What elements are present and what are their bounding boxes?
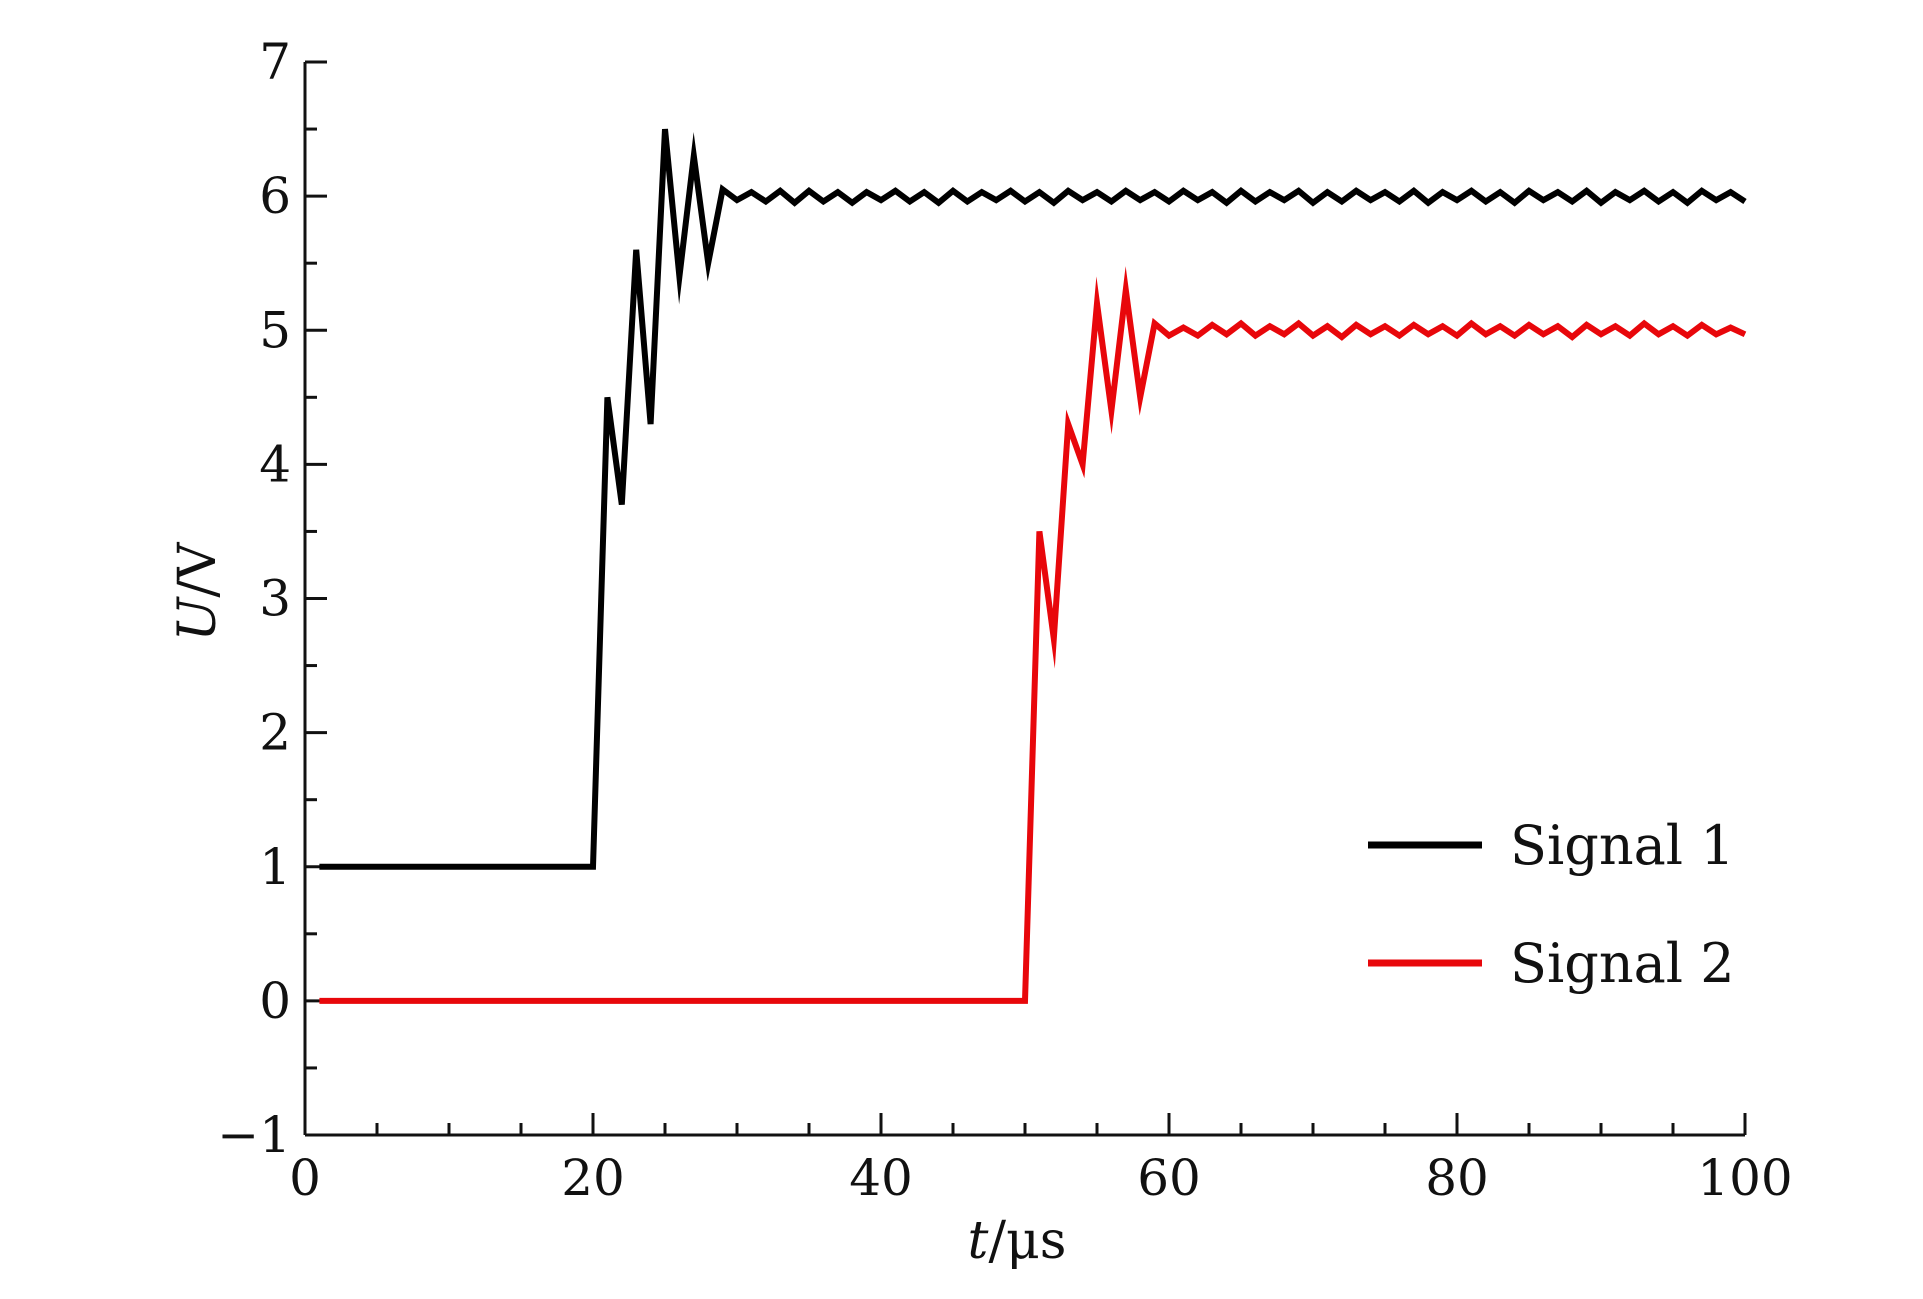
y-tick-label: 7 (259, 33, 291, 91)
y-tick-label: 3 (259, 570, 291, 628)
x-axis-title: t/μs (968, 1211, 1067, 1271)
legend-label-signal-1: Signal 1 (1510, 814, 1735, 877)
x-tick-label: 20 (561, 1149, 625, 1207)
y-tick-label: −1 (217, 1106, 291, 1164)
y-ticks: −1 0 1 2 3 4 5 6 7 (217, 33, 327, 1164)
x-tick-label: 80 (1425, 1149, 1489, 1207)
y-tick-label: 1 (259, 838, 291, 896)
x-tick-label: 0 (289, 1149, 321, 1207)
y-tick-label: 0 (259, 972, 291, 1030)
series-line-2 (319, 266, 1747, 1004)
y-tick-label: 4 (259, 435, 291, 493)
y-axis-title: U/V (168, 541, 228, 641)
x-axis-title-var: t (968, 1211, 989, 1271)
y-axis-title-unit: /V (168, 541, 228, 598)
x-axis-title-unit: /μs (988, 1211, 1066, 1271)
legend: Signal 1 Signal 2 (1368, 814, 1735, 995)
x-tick-label: 100 (1697, 1149, 1792, 1207)
series-layer (319, 128, 1747, 1004)
x-tick-label: 40 (849, 1149, 913, 1207)
x-ticks: 0 20 40 60 80 100 (289, 1113, 1793, 1207)
y-tick-label: 2 (259, 704, 291, 762)
y-tick-label: 6 (259, 167, 291, 225)
y-axis-title-var: U (168, 595, 228, 641)
y-tick-label: 5 (259, 301, 291, 359)
series-line-1 (319, 128, 1747, 870)
x-tick-label: 60 (1137, 1149, 1201, 1207)
legend-label-signal-2: Signal 2 (1510, 932, 1735, 995)
